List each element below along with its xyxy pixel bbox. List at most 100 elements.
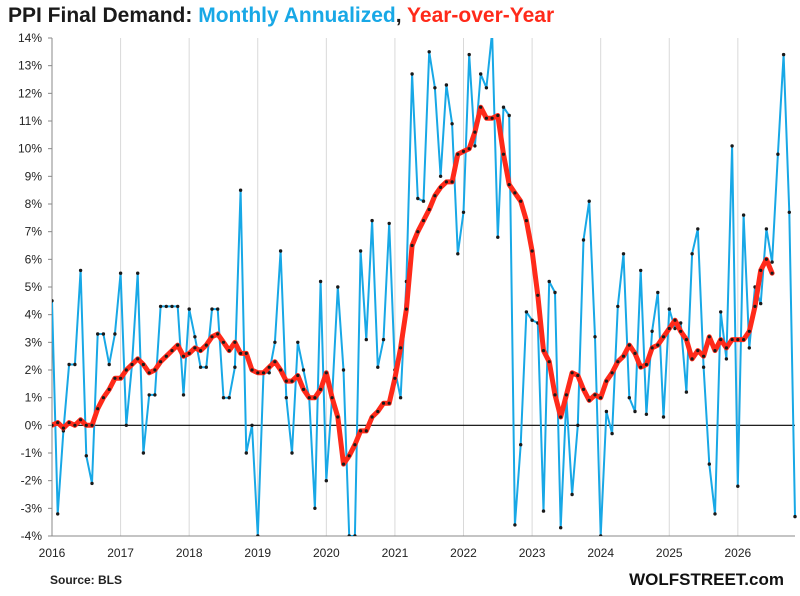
data-point xyxy=(604,409,609,414)
data-point xyxy=(79,418,83,422)
data-point xyxy=(284,396,288,400)
data-point xyxy=(290,379,294,383)
series xyxy=(52,38,797,536)
data-point xyxy=(256,534,260,536)
data-point xyxy=(324,479,328,483)
data-point xyxy=(644,362,649,367)
data-point xyxy=(216,307,220,311)
data-point xyxy=(787,210,791,214)
data-point xyxy=(519,199,523,203)
y-tick-label: 3% xyxy=(25,335,43,349)
data-point xyxy=(181,354,186,358)
data-point xyxy=(484,86,489,90)
data-point xyxy=(279,368,283,372)
data-point xyxy=(141,362,145,367)
brand-logo-text: WOLFSTREET.com xyxy=(629,570,784,589)
data-point xyxy=(239,351,243,355)
data-point xyxy=(330,396,334,400)
series-line xyxy=(52,38,796,536)
data-point xyxy=(599,534,603,536)
data-point xyxy=(147,371,151,375)
data-point xyxy=(690,357,694,361)
data-point xyxy=(181,393,186,397)
data-point xyxy=(267,365,271,369)
x-tick-label: 2024 xyxy=(587,546,614,560)
data-point xyxy=(496,113,500,118)
data-point xyxy=(398,396,403,400)
y-tick-label: 6% xyxy=(25,252,43,266)
data-point xyxy=(267,371,271,375)
data-point xyxy=(244,451,248,455)
data-point xyxy=(479,72,483,76)
data-point xyxy=(118,271,123,275)
data-point xyxy=(701,365,706,369)
data-point xyxy=(719,338,723,342)
y-tick-label: 9% xyxy=(25,169,43,183)
data-point xyxy=(313,506,317,510)
data-point xyxy=(193,335,197,339)
data-point xyxy=(553,393,557,397)
data-point xyxy=(90,481,94,486)
data-point xyxy=(96,332,100,336)
series-monthly-annualized xyxy=(52,38,797,536)
data-point xyxy=(593,335,597,339)
series-year-over-year xyxy=(52,104,775,467)
data-point xyxy=(84,454,89,458)
data-point xyxy=(336,285,340,289)
data-point xyxy=(301,387,306,391)
data-point xyxy=(576,373,580,378)
data-point xyxy=(461,210,466,214)
data-point xyxy=(713,512,717,516)
data-point xyxy=(467,52,471,57)
data-point xyxy=(358,249,363,253)
data-point xyxy=(541,349,546,353)
data-point xyxy=(319,387,323,391)
data-point xyxy=(524,219,529,223)
data-point xyxy=(256,371,260,375)
data-point xyxy=(359,429,363,433)
data-point xyxy=(244,351,248,355)
data-point xyxy=(707,462,711,466)
data-point xyxy=(410,72,414,76)
gridlines xyxy=(51,38,739,536)
data-point xyxy=(107,362,111,367)
data-point xyxy=(404,307,408,311)
data-point xyxy=(210,307,214,311)
data-point xyxy=(524,310,529,314)
data-point xyxy=(747,329,751,333)
x-tick-label: 2019 xyxy=(244,546,271,560)
data-point xyxy=(273,340,277,344)
data-point xyxy=(130,362,134,367)
title-part-separator: , xyxy=(395,4,408,27)
data-point xyxy=(667,307,671,311)
data-point xyxy=(124,368,128,372)
data-point xyxy=(650,329,654,333)
data-point xyxy=(187,351,191,355)
data-point xyxy=(387,221,391,226)
data-point xyxy=(656,343,660,347)
data-point xyxy=(164,354,168,358)
data-point xyxy=(233,365,237,369)
y-tick-label: 7% xyxy=(25,225,43,239)
data-point xyxy=(467,147,471,151)
data-point xyxy=(198,365,203,369)
data-point xyxy=(101,396,105,400)
data-point xyxy=(604,379,609,383)
data-point xyxy=(433,86,437,90)
data-point xyxy=(290,451,294,455)
y-tick-label: 10% xyxy=(18,142,42,156)
tick-labels: 2016 2017 2018 2019 2020 2021 2022 2023 2024 2025… xyxy=(18,31,752,560)
data-point xyxy=(507,113,511,118)
data-point xyxy=(153,393,157,397)
data-point xyxy=(684,338,689,342)
axes xyxy=(48,37,795,537)
data-point xyxy=(450,122,454,126)
data-point xyxy=(581,238,586,242)
data-point xyxy=(639,268,643,273)
data-point xyxy=(627,396,631,400)
data-point xyxy=(381,401,386,405)
data-point xyxy=(656,290,660,295)
data-point xyxy=(587,199,591,203)
y-tick-label: -3% xyxy=(21,501,43,515)
data-point xyxy=(261,371,266,375)
